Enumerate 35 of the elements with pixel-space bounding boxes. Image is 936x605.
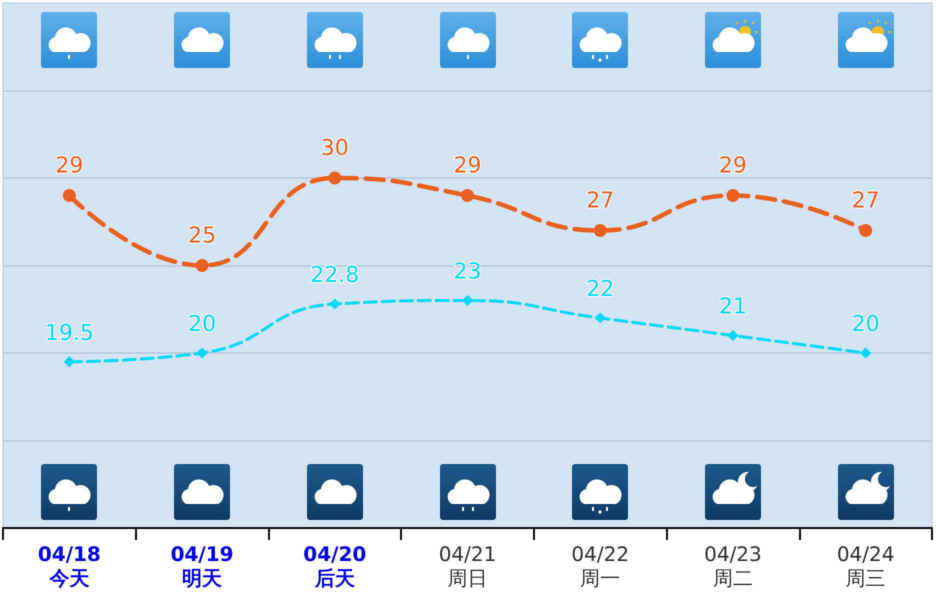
x-tick-label: 04/22 周一 xyxy=(571,542,630,590)
data-label: 20 xyxy=(852,312,880,337)
point xyxy=(62,189,76,202)
x-tick-label: 04/19 明天 xyxy=(170,542,234,590)
data-label: 30 xyxy=(320,136,349,161)
data-label: 22.8 xyxy=(310,263,360,288)
data-label: 29 xyxy=(55,154,84,178)
point xyxy=(196,259,209,272)
point xyxy=(196,348,208,358)
data-label: 29 xyxy=(454,154,482,178)
data-label: 27 xyxy=(852,188,880,214)
x-tick-label: 04/23 周二 xyxy=(704,542,762,590)
data-label: 23 xyxy=(454,260,482,284)
x-tick-label: 04/24 周三 xyxy=(836,542,894,590)
x-tick-label: 04/20 后天 xyxy=(303,542,366,590)
point xyxy=(461,189,474,202)
point xyxy=(64,356,75,368)
point xyxy=(594,224,607,237)
point xyxy=(328,172,342,184)
point xyxy=(594,312,606,324)
point xyxy=(462,295,473,306)
point xyxy=(727,330,738,341)
point xyxy=(859,224,872,237)
point xyxy=(860,348,872,358)
point xyxy=(726,189,740,202)
data-label: 20 xyxy=(188,312,216,337)
data-label: 25 xyxy=(188,224,216,248)
data-label: 21 xyxy=(718,294,747,320)
point xyxy=(329,298,340,310)
data-label: 19.5 xyxy=(44,320,94,346)
data-label: 27 xyxy=(586,188,614,214)
data-label: 29 xyxy=(718,154,747,178)
x-tick-label: 04/18 今天 xyxy=(38,542,101,590)
x-tick-label: 04/21 周日 xyxy=(438,542,496,590)
data-label: 22 xyxy=(586,277,614,302)
